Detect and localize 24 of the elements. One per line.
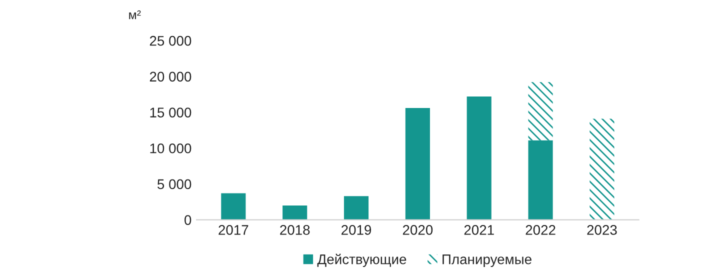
x-tick-label: 2023 (587, 225, 617, 235)
y-tick-label: 15 000 (150, 108, 192, 118)
x-tick-label: 2018 (280, 225, 310, 235)
bar (282, 205, 308, 220)
y-tick-label: 5 000 (158, 179, 192, 190)
bar (528, 140, 553, 220)
bar (528, 82, 553, 140)
bar (344, 196, 369, 220)
y-axis-title: м² (129, 10, 141, 20)
y-tick-label: 0 (184, 215, 192, 225)
legend-label: Действующие (317, 254, 406, 267)
x-tick-label: 2022 (526, 225, 556, 235)
bar (221, 193, 246, 220)
legend-label: Планируемые (442, 254, 532, 267)
x-tick-label: 2019 (342, 225, 372, 235)
bar (405, 108, 430, 220)
x-tick-label: 2017 (218, 225, 248, 235)
y-tick-label: 25 000 (150, 36, 192, 46)
x-tick-label: 2020 (402, 225, 433, 235)
bar (590, 118, 614, 220)
x-tick-label: 2021 (464, 225, 494, 235)
y-tick-label: 10 000 (150, 143, 192, 154)
bar (466, 96, 492, 220)
y-tick-label: 20 000 (150, 72, 192, 82)
